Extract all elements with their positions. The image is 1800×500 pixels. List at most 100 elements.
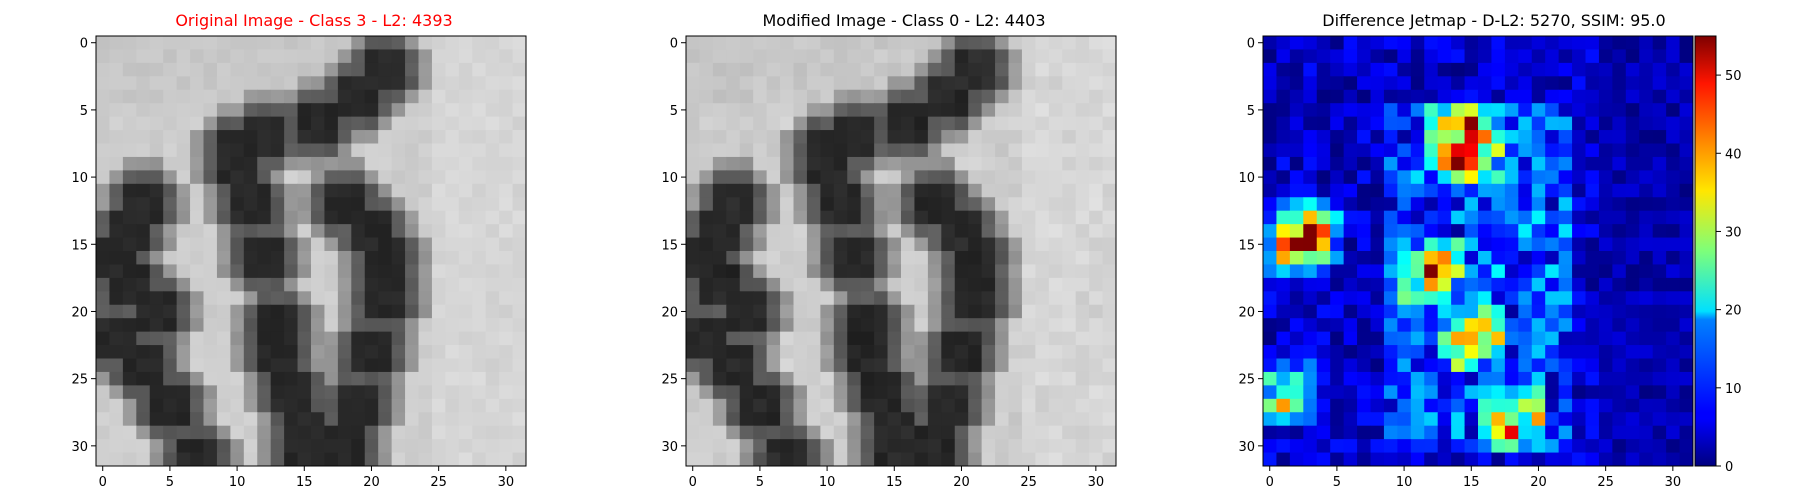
pixel bbox=[981, 439, 996, 453]
pixel bbox=[712, 49, 727, 64]
pixel bbox=[1585, 183, 1600, 198]
pixel bbox=[499, 358, 513, 373]
pixel bbox=[216, 116, 231, 131]
pixel bbox=[874, 103, 888, 118]
pixel bbox=[230, 277, 245, 292]
pixel bbox=[122, 49, 137, 64]
pixel bbox=[914, 170, 929, 185]
pixel bbox=[216, 237, 231, 252]
pixel bbox=[699, 264, 714, 279]
pixel bbox=[243, 331, 258, 346]
pixel bbox=[914, 89, 929, 104]
pixel bbox=[1491, 304, 1506, 319]
pixel bbox=[230, 156, 245, 171]
pixel bbox=[351, 318, 366, 333]
pixel bbox=[726, 143, 741, 158]
pixel bbox=[874, 264, 888, 279]
pixel bbox=[257, 197, 272, 212]
pixel bbox=[941, 183, 956, 198]
pixel bbox=[1303, 452, 1318, 467]
pixel bbox=[1464, 251, 1479, 265]
pixel bbox=[914, 452, 929, 467]
pixel bbox=[1639, 210, 1654, 225]
y-tick-label: 0 bbox=[1247, 37, 1255, 52]
pixel bbox=[364, 439, 379, 453]
pixel bbox=[686, 156, 700, 171]
pixel bbox=[190, 251, 204, 265]
pixel bbox=[1263, 197, 1277, 212]
pixel bbox=[1625, 251, 1640, 265]
pixel bbox=[739, 345, 754, 359]
pixel bbox=[270, 183, 285, 198]
pixel bbox=[874, 89, 888, 104]
pixel bbox=[860, 345, 875, 359]
pixel bbox=[284, 103, 298, 118]
pixel bbox=[1035, 210, 1050, 225]
pixel bbox=[431, 170, 446, 185]
pixel bbox=[230, 224, 245, 238]
pixel bbox=[914, 76, 929, 91]
pixel bbox=[445, 439, 460, 453]
x-tick-label: 10 bbox=[229, 475, 246, 490]
pixel bbox=[1666, 318, 1680, 333]
pixel bbox=[378, 143, 393, 158]
pixel bbox=[1464, 412, 1479, 427]
pixel bbox=[1504, 439, 1519, 453]
pixel bbox=[163, 251, 178, 265]
pixel bbox=[968, 452, 983, 467]
pixel bbox=[270, 103, 285, 118]
pixel bbox=[431, 36, 446, 50]
pixel bbox=[176, 385, 191, 400]
pixel bbox=[887, 277, 902, 292]
pixel bbox=[216, 398, 231, 413]
pixel bbox=[136, 425, 151, 440]
pixel bbox=[1612, 237, 1627, 252]
y-tick-label: 10 bbox=[661, 171, 678, 186]
pixel bbox=[297, 358, 312, 373]
pixel bbox=[766, 170, 781, 185]
pixel bbox=[1504, 412, 1519, 427]
pixel bbox=[1383, 398, 1398, 413]
pixel bbox=[1289, 371, 1304, 386]
pixel bbox=[472, 291, 487, 306]
pixel bbox=[445, 103, 460, 118]
pixel bbox=[512, 331, 527, 346]
pixel bbox=[230, 237, 245, 252]
pixel bbox=[712, 318, 727, 333]
pixel bbox=[780, 398, 794, 413]
pixel bbox=[176, 425, 191, 440]
pixel bbox=[122, 439, 137, 453]
pixel bbox=[472, 89, 487, 104]
pixel bbox=[1598, 210, 1613, 225]
pixel bbox=[981, 291, 996, 306]
pixel bbox=[1102, 62, 1117, 77]
pixel bbox=[739, 277, 754, 292]
pixel bbox=[712, 385, 727, 400]
pixel bbox=[270, 210, 285, 225]
pixel bbox=[405, 103, 419, 118]
pixel bbox=[364, 237, 379, 252]
pixel bbox=[485, 76, 500, 91]
pixel bbox=[847, 251, 862, 265]
pixel bbox=[270, 36, 285, 50]
pixel bbox=[391, 304, 406, 319]
pixel bbox=[995, 291, 1009, 306]
pixel bbox=[1263, 36, 1277, 50]
pixel bbox=[968, 116, 983, 131]
pixel bbox=[1303, 345, 1318, 359]
pixel bbox=[1263, 412, 1277, 427]
pixel bbox=[1612, 143, 1627, 158]
pixel bbox=[418, 304, 433, 319]
pixel bbox=[766, 197, 781, 212]
pixel bbox=[1585, 277, 1600, 292]
pixel bbox=[243, 398, 258, 413]
pixel bbox=[887, 291, 902, 306]
pixel bbox=[753, 183, 768, 198]
pixel bbox=[203, 76, 218, 91]
pixel bbox=[927, 103, 942, 118]
pixel bbox=[337, 103, 352, 118]
pixel bbox=[230, 425, 245, 440]
pixel bbox=[699, 36, 714, 50]
pixel bbox=[1330, 89, 1345, 104]
pixel bbox=[699, 398, 714, 413]
